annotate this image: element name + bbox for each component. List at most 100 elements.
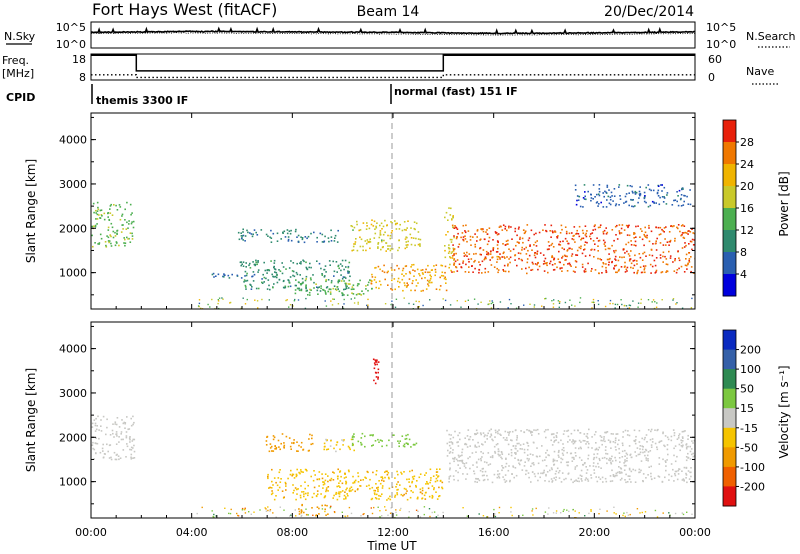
power-cell-2 [313, 231, 315, 234]
power-cell-2 [276, 240, 279, 242]
power-cell-5 [371, 219, 373, 221]
velocity-cell-6 [577, 429, 579, 432]
velocity-cell-6 [635, 455, 638, 457]
velocity-cell-4 [314, 474, 316, 476]
velocity-clutter-cell [613, 506, 615, 508]
velocity-y-tick-label: 1000 [59, 476, 87, 489]
power-cell-9 [676, 200, 678, 203]
power-cell-8 [616, 271, 618, 274]
velocity-cell-0 [133, 421, 135, 424]
velocity-clutter-cell [211, 510, 213, 512]
power-cell-8 [529, 245, 531, 247]
power-cell-8 [639, 256, 642, 259]
power-cell-9 [610, 191, 613, 194]
velocity-cell-6 [469, 436, 472, 438]
velocity-cell-6 [640, 460, 643, 462]
power-cell-8 [567, 263, 569, 265]
velocity-cell-1 [277, 439, 280, 442]
velocity-cell-6 [606, 462, 608, 465]
velocity-cell-6 [593, 453, 595, 456]
power-cell-3 [266, 269, 269, 271]
power-clutter-cell [244, 303, 247, 305]
power-cell-8 [666, 263, 669, 266]
power-cell-9 [587, 190, 589, 193]
velocity-cell-6 [455, 458, 458, 461]
velocity-cell-0 [98, 429, 100, 431]
power-clutter-cell [544, 298, 546, 300]
velocity-cell-4 [333, 494, 335, 497]
velocity-colorbar-segment [723, 466, 736, 487]
velocity-cell-0 [115, 433, 118, 435]
velocity-cell-6 [562, 433, 565, 435]
power-cell-8 [464, 231, 467, 234]
power-clutter-cell [198, 302, 201, 305]
velocity-cell-4 [316, 490, 319, 492]
velocity-cell-6 [588, 428, 590, 431]
velocity-cell-6 [595, 465, 597, 468]
power-cell-7 [449, 238, 452, 241]
velocity-cell-6 [587, 457, 589, 460]
power-cell-8 [570, 255, 573, 257]
power-cell-2 [287, 238, 290, 241]
power-cell-3 [324, 265, 327, 267]
velocity-cell-6 [567, 472, 570, 475]
power-clutter-cell [614, 307, 616, 309]
power-cell-9 [583, 184, 586, 186]
power-clutter-cell [541, 305, 543, 307]
power-cell-8 [605, 271, 608, 273]
power-cell-8 [602, 232, 605, 235]
velocity-cell-4 [375, 470, 378, 472]
velocity-colorbar-frame [722, 329, 737, 507]
velocity-cell-4 [389, 495, 391, 498]
velocity-cell-6 [573, 440, 576, 443]
velocity-cell-1 [269, 447, 272, 449]
velocity-clutter-cell [417, 510, 419, 513]
velocity-cell-4 [353, 481, 356, 484]
power-cell-9 [602, 192, 604, 194]
power-cell-3 [263, 261, 265, 264]
velocity-clutter-cell [272, 512, 274, 514]
velocity-cell-1 [290, 448, 292, 450]
velocity-cell-6 [448, 433, 450, 436]
power-cell-6 [441, 271, 444, 274]
velocity-cell-4 [302, 491, 305, 493]
power-cell-8 [671, 225, 674, 228]
power-cell-3 [299, 262, 301, 264]
power-cell-8 [585, 235, 588, 238]
velocity-cell-3 [364, 435, 366, 438]
velocity-cell-6 [606, 457, 608, 460]
power-cell-4 [298, 281, 300, 284]
velocity-cell-6 [665, 469, 667, 472]
power-cell-0 [132, 220, 135, 223]
power-cell-3 [273, 266, 275, 269]
velocity-cell-4 [411, 480, 414, 483]
velocity-cell-6 [494, 452, 497, 454]
power-cell-5 [417, 231, 420, 233]
velocity-clutter-cell [241, 509, 244, 511]
power-cell-2 [265, 233, 268, 236]
power-clutter-cell [488, 303, 490, 305]
velocity-cell-1 [274, 448, 276, 450]
velocity-cell-4 [337, 478, 339, 480]
power-cell-6 [425, 288, 428, 290]
velocity-cell-6 [674, 474, 677, 477]
velocity-clutter-cell [415, 509, 418, 511]
power-cell-5 [365, 249, 367, 252]
power-cell-2 [252, 233, 254, 236]
power-clutter-cell [403, 297, 405, 299]
power-cell-3 [278, 278, 281, 281]
velocity-cell-0 [115, 458, 118, 461]
power-cell-8 [604, 248, 607, 251]
velocity-cell-4 [344, 473, 346, 475]
velocity-cell-4 [333, 472, 335, 474]
power-cell-3 [273, 268, 276, 270]
velocity-cell-6 [532, 454, 534, 456]
power-cell-4 [329, 293, 332, 295]
velocity-cell-6 [480, 459, 482, 462]
power-cell-8 [648, 240, 651, 243]
power-clutter-cell [623, 304, 626, 307]
power-cell-8 [570, 265, 572, 267]
velocity-cell-6 [674, 473, 676, 475]
velocity-cell-4 [359, 485, 361, 487]
velocity-cell-4 [278, 486, 281, 489]
